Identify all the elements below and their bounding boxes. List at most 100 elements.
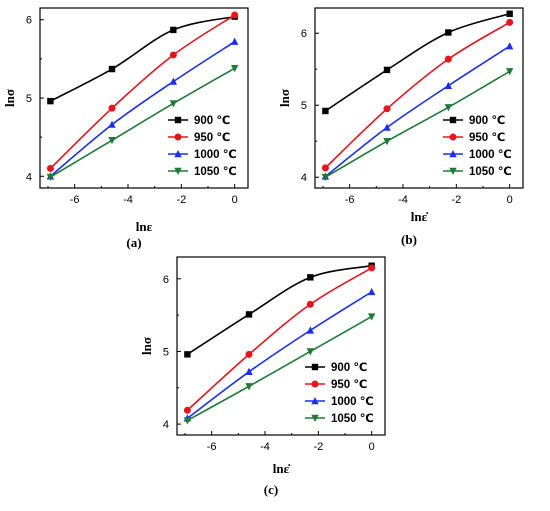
chart-a-y-tick-label: 6 [26,15,32,27]
chart-a-data-point-1050-c [46,173,55,182]
chart-a-legend-marker-1050-c [174,167,182,175]
chart-a-legend-marker-1000-c [174,150,182,158]
chart-b-svg: -6 -4 -2 0 4 5 6 lnε̇ lnσ (b) 900 ℃ 950 ℃ 1000 ℃ 1050… [277,7,524,247]
chart-a-series-line-950-c [49,14,236,170]
chart-a-series-line-1050-c [49,67,236,178]
chart-c-data-point-900-c [245,311,253,318]
chart-a-data-point-1050-c [108,137,116,145]
chart-a-data-point-950-c [108,104,116,112]
chart-c-data-point-1050-c [245,383,253,391]
chart-c-data-point-950-c [368,264,376,272]
chart-a-x-tick-label: -4 [123,194,133,206]
chart-c-x-tick-label: 0 [369,441,375,453]
chart-b-plot-frame [314,7,524,189]
chart-c-legend-label-900-c: 900 ℃ [331,362,367,374]
chart-b-data-point-1050-c [505,68,514,76]
chart-c-y-tick-label: 4 [163,419,169,431]
chart-a-legend-label-950-c: 950 ℃ [194,132,230,144]
chart-b-legend-marker-1000-c [449,150,457,158]
chart-b-y-tick-label: 5 [301,100,307,112]
chart-a-legend-label-900-c: 900 ℃ [194,115,230,127]
chart-c-y-tick-label: 6 [163,274,169,286]
chart-b-data-point-900-c [445,29,452,36]
chart-b-data-point-1050-c [321,174,330,182]
chart-c-legend-marker-950-c [311,380,319,388]
chart-c-data-point-950-c [183,406,191,414]
chart-a-y-tick-label: 5 [26,93,32,105]
chart-b-x-tick-label: 0 [507,194,513,206]
chart-b-x-tick-label: -6 [345,194,355,206]
chart-b-x-tick-label: -4 [398,194,408,206]
chart-b-data-point-950-c [506,18,514,26]
chart-a-data-point-1000-c [169,77,178,85]
chart-c-legend-marker-900-c [311,363,319,371]
chart-c-x-tick-label: -6 [207,441,217,453]
chart-a-x-tick-label: 0 [232,194,238,206]
chart-c-y-tick-label: 5 [163,346,169,358]
chart-c-series-line-900-c [186,264,372,356]
chart-c-series-line-1000-c [186,291,373,419]
chart-c-x-axis-label: lnε̇ [273,461,290,476]
chart-a-data-point-900-c [108,65,116,73]
chart-c-svg: -6 -4 -2 0 4 5 6 lnε̇ lnσ (c) 900 ℃ 950 ℃ 1000 ℃ 1050… [139,256,386,497]
chart-a-plot-frame [39,7,249,189]
chart-a-data-point-950-c [231,11,239,19]
chart-a-x-tick-label: -6 [70,194,80,206]
chart-panel-a: -6 -4 -2 0 4 5 6 lnε lnσ (a) 900 ℃ 950 ℃ 1000 ℃ 1050 … [0,0,275,255]
chart-a-data-point-1000-c [108,120,116,128]
chart-a-panel-label: (a) [126,235,141,250]
chart-b-data-point-1050-c [383,138,391,146]
chart-b-data-point-950-c [321,164,329,172]
chart-b-data-point-950-c [444,55,452,63]
chart-c-legend-marker-1050-c [311,414,319,422]
chart-b-series-line-900-c [324,12,510,112]
chart-b-series-line-1050-c [324,70,511,178]
chart-b-data-point-1000-c [383,123,391,131]
chart-b-y-axis-label: lnσ [277,89,292,107]
chart-c-data-point-1050-c [183,417,192,425]
chart-c-data-point-900-c [307,274,314,281]
chart-a-legend-marker-950-c [174,133,182,141]
chart-a-svg: -6 -4 -2 0 4 5 6 lnε lnσ (a) 900 ℃ 950 ℃ 1000 ℃ 1050 … [2,7,249,250]
chart-a-x-tick-label: -2 [176,194,186,206]
chart-b-y-tick-label: 6 [301,28,307,40]
chart-a-data-point-1050-c [230,65,239,73]
chart-b-legend-label-900-c: 900 ℃ [469,115,505,127]
chart-c-data-point-900-c [184,351,191,358]
chart-b-data-point-900-c [383,66,391,74]
chart-b-data-point-900-c [322,107,329,115]
chart-c-legend-label-1050-c: 1050 ℃ [331,413,374,425]
chart-c-legend-marker-1000-c [311,397,319,405]
chart-b-data-point-1000-c [444,81,453,89]
chart-b-y-tick-label: 4 [301,172,307,184]
chart-a-x-axis-label: lnε [136,219,153,234]
chart-c-data-point-1050-c [367,313,376,321]
chart-c-data-point-1050-c [306,348,315,356]
chart-a-y-axis-label: lnσ [2,89,17,107]
chart-panel-b: -6 -4 -2 0 4 5 6 lnε̇ lnσ (b) 900 ℃ 950 ℃ 1000 ℃ 1050… [275,0,550,255]
chart-c-data-point-950-c [245,350,253,358]
chart-panel-c: -6 -4 -2 0 4 5 6 lnε̇ lnσ (c) 900 ℃ 950 ℃ 1000 ℃ 1050… [137,252,412,506]
chart-a-legend-label-1050-c: 1050 ℃ [194,166,237,178]
chart-b-legend-label-1000-c: 1000 ℃ [469,149,512,161]
chart-a-y-tick-label: 4 [26,171,32,183]
chart-a-data-point-1050-c [169,100,178,108]
chart-a-series-line-1000-c [49,40,236,177]
chart-b-x-axis-label: lnε̇ [411,209,428,224]
chart-b-data-point-1000-c [505,42,514,50]
chart-c-legend-label-950-c: 950 ℃ [331,379,367,391]
chart-a-data-point-900-c [47,97,54,105]
chart-c-panel-label: (c) [264,482,278,497]
chart-b-legend-marker-950-c [449,133,457,141]
chart-c-data-point-1000-c [367,287,376,296]
chart-b-legend-label-1050-c: 1050 ℃ [469,166,512,178]
chart-c-x-tick-label: -4 [260,441,270,453]
chart-b-legend-marker-900-c [449,116,457,124]
chart-b-data-point-900-c [506,10,513,17]
chart-a-legend-label-1000-c: 1000 ℃ [194,149,237,161]
chart-a-series-line-900-c [50,15,235,102]
chart-a-data-point-900-c [170,26,177,34]
chart-c-plot-frame [176,256,386,436]
chart-a-data-point-1000-c [230,37,239,45]
chart-c-data-point-1000-c [245,367,253,375]
